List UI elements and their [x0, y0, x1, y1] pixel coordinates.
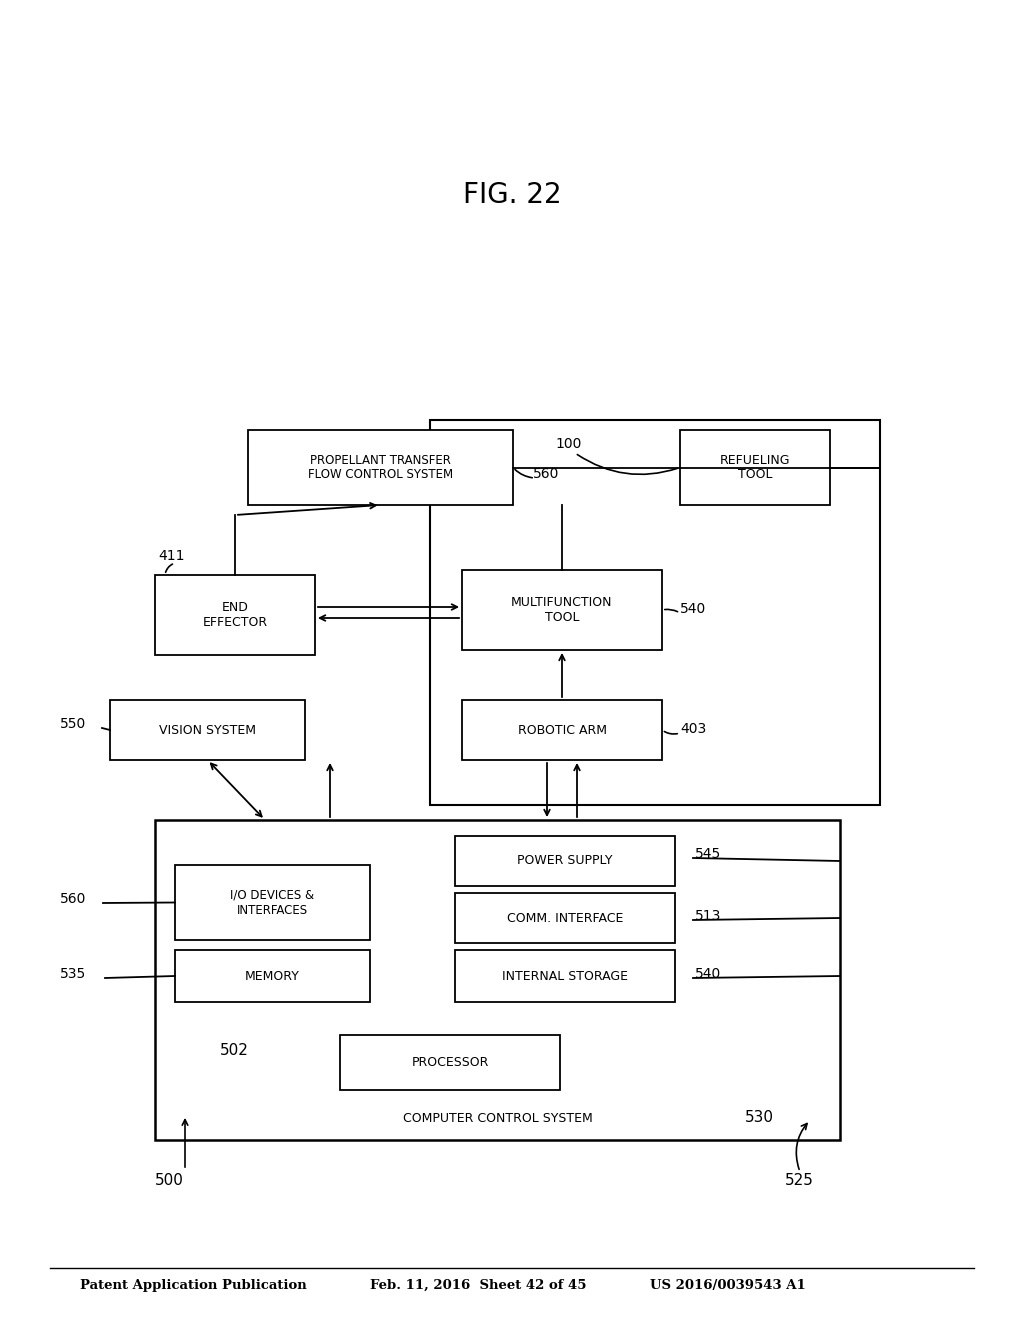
Text: 535: 535	[60, 968, 86, 981]
Bar	[455, 950, 675, 1002]
Text: US 2016/0039543 A1: US 2016/0039543 A1	[650, 1279, 806, 1291]
Text: COMM. INTERFACE: COMM. INTERFACE	[507, 912, 624, 924]
Text: 513: 513	[695, 909, 721, 923]
Bar	[155, 576, 315, 655]
Text: 525: 525	[785, 1173, 814, 1188]
Text: 502: 502	[220, 1043, 249, 1059]
Bar	[455, 836, 675, 886]
Text: PROCESSOR: PROCESSOR	[412, 1056, 488, 1069]
Text: 560: 560	[534, 467, 559, 480]
Bar	[430, 420, 880, 805]
Text: 100: 100	[555, 437, 582, 451]
Text: PROPELLANT TRANSFER
FLOW CONTROL SYSTEM: PROPELLANT TRANSFER FLOW CONTROL SYSTEM	[308, 454, 453, 482]
Bar	[680, 430, 830, 506]
Text: 500: 500	[155, 1173, 184, 1188]
Text: 540: 540	[695, 968, 721, 981]
Text: FIG. 22: FIG. 22	[463, 181, 561, 209]
Bar	[455, 894, 675, 942]
Text: 403: 403	[680, 722, 707, 737]
Bar	[462, 700, 662, 760]
Text: MEMORY: MEMORY	[245, 969, 300, 982]
Text: 560: 560	[60, 892, 86, 906]
Text: Patent Application Publication: Patent Application Publication	[80, 1279, 307, 1291]
Text: END
EFFECTOR: END EFFECTOR	[203, 601, 267, 630]
Bar	[155, 820, 840, 1140]
Text: 545: 545	[695, 847, 721, 861]
Text: I/O DEVICES &
INTERFACES: I/O DEVICES & INTERFACES	[230, 888, 314, 916]
Text: ROBOTIC ARM: ROBOTIC ARM	[517, 723, 606, 737]
Bar	[248, 430, 513, 506]
Text: 550: 550	[60, 717, 86, 731]
Bar	[175, 865, 370, 940]
Text: POWER SUPPLY: POWER SUPPLY	[517, 854, 612, 867]
Bar	[110, 700, 305, 760]
Text: 530: 530	[745, 1110, 774, 1126]
Text: MULTIFUNCTION
TOOL: MULTIFUNCTION TOOL	[511, 597, 612, 624]
Bar	[340, 1035, 560, 1090]
Text: INTERNAL STORAGE: INTERNAL STORAGE	[502, 969, 628, 982]
Text: Feb. 11, 2016  Sheet 42 of 45: Feb. 11, 2016 Sheet 42 of 45	[370, 1279, 587, 1291]
Bar	[462, 570, 662, 649]
Bar	[175, 950, 370, 1002]
Text: 411: 411	[158, 549, 184, 564]
Text: REFUELING
TOOL: REFUELING TOOL	[720, 454, 791, 482]
Text: COMPUTER CONTROL SYSTEM: COMPUTER CONTROL SYSTEM	[402, 1111, 592, 1125]
Text: VISION SYSTEM: VISION SYSTEM	[159, 723, 256, 737]
Text: 540: 540	[680, 602, 707, 616]
